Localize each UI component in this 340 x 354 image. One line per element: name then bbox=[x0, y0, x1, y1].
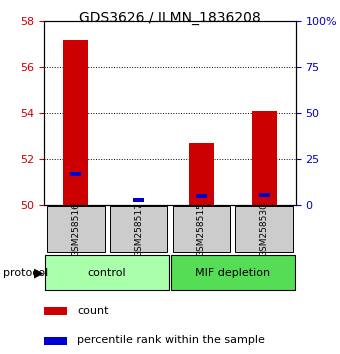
Bar bbox=[252, 111, 277, 205]
Text: count: count bbox=[77, 306, 108, 316]
Bar bbox=[235, 206, 293, 252]
Bar bbox=[189, 143, 214, 205]
Text: GSM258516: GSM258516 bbox=[71, 202, 80, 257]
Bar bbox=[259, 193, 270, 197]
Bar bbox=[44, 307, 67, 315]
Text: GDS3626 / ILMN_1836208: GDS3626 / ILMN_1836208 bbox=[79, 11, 261, 25]
Bar bbox=[133, 198, 144, 202]
Bar bbox=[70, 172, 81, 176]
Text: protocol: protocol bbox=[3, 268, 49, 278]
Text: GSM258515: GSM258515 bbox=[197, 202, 206, 257]
Bar bbox=[44, 337, 67, 345]
Bar bbox=[63, 40, 88, 205]
Bar bbox=[196, 194, 207, 198]
Bar bbox=[46, 255, 169, 291]
Bar bbox=[47, 206, 105, 252]
Text: GSM258517: GSM258517 bbox=[134, 202, 143, 257]
Bar bbox=[171, 255, 294, 291]
Text: MIF depletion: MIF depletion bbox=[195, 268, 270, 278]
Bar bbox=[172, 206, 231, 252]
Text: ▶: ▶ bbox=[34, 266, 44, 279]
Text: percentile rank within the sample: percentile rank within the sample bbox=[77, 335, 265, 345]
Text: GSM258530: GSM258530 bbox=[260, 202, 269, 257]
Text: control: control bbox=[88, 268, 126, 278]
Bar bbox=[109, 206, 168, 252]
